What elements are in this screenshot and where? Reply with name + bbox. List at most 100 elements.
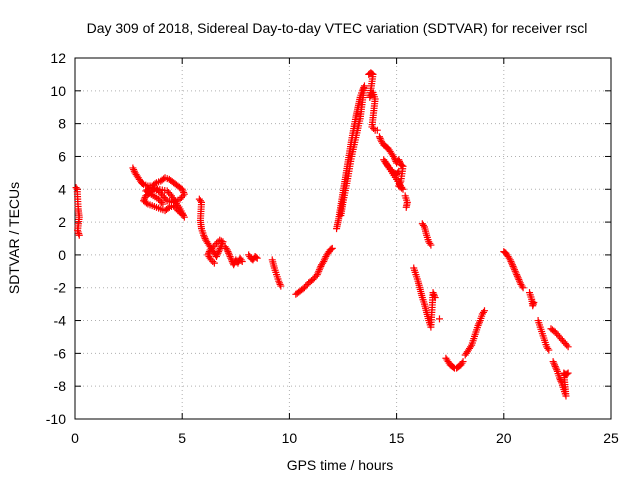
data-point [426, 239, 434, 247]
data-point [214, 249, 222, 257]
y-tick-label: 6 [58, 148, 66, 164]
data-point [159, 200, 167, 208]
data-point [320, 256, 328, 264]
data-point [209, 243, 217, 251]
data-point [206, 246, 214, 254]
data-point [215, 248, 223, 256]
x-axis-label: GPS time / hours [287, 457, 394, 473]
data-point [216, 244, 224, 252]
data-point [429, 289, 437, 297]
data-point [217, 237, 225, 245]
data-point [519, 284, 527, 292]
data-point [165, 189, 173, 197]
grid [75, 58, 611, 419]
data-point [178, 185, 186, 193]
data-point [277, 282, 285, 290]
data-point [226, 253, 234, 261]
data-point [564, 343, 572, 351]
data-point [216, 236, 224, 244]
x-tick-label: 15 [389, 430, 405, 446]
data-point [513, 271, 521, 279]
data-point [509, 262, 517, 270]
data-point [530, 298, 538, 306]
data-point [512, 269, 520, 277]
data-point [395, 156, 403, 164]
data-point [551, 362, 559, 370]
data-point [75, 231, 83, 239]
data-point [180, 189, 188, 197]
data-point [328, 244, 336, 252]
data-point [544, 344, 552, 352]
y-tick-label: 8 [58, 116, 66, 132]
data-point [402, 203, 410, 211]
data-point [476, 318, 484, 326]
data-point [200, 231, 208, 239]
data-point [475, 320, 483, 328]
data-point [390, 154, 398, 162]
data-point [213, 253, 221, 261]
data-point [368, 123, 376, 131]
data-point [551, 361, 559, 369]
data-point [552, 364, 560, 372]
data-point [275, 277, 283, 285]
data-point [395, 167, 403, 175]
data-point [508, 259, 516, 267]
data-point [419, 221, 427, 229]
data-point [430, 292, 438, 300]
data-point [316, 264, 324, 272]
data-point [234, 259, 242, 267]
data-point [196, 197, 204, 205]
data-point [253, 254, 261, 262]
data-point [513, 272, 521, 280]
y-tick-label: 0 [58, 247, 66, 263]
data-point [313, 271, 321, 279]
data-point [213, 239, 221, 247]
data-point [209, 257, 217, 265]
data-point [207, 256, 215, 264]
data-point [224, 248, 232, 256]
data-point [515, 276, 523, 284]
y-tick-label: -4 [54, 313, 67, 329]
x-tick-label: 0 [71, 430, 79, 446]
data-point [320, 257, 328, 265]
data-point [370, 125, 378, 133]
data-point [276, 280, 284, 288]
data-point [142, 199, 150, 207]
axis-ticks: 0 5 10 15 20 25 -10 -8 -6 -4 -2 0 2 4 6 8 10 12 [46, 50, 619, 446]
data-point [481, 307, 489, 315]
y-tick-label: 4 [58, 181, 66, 197]
x-tick-label: 25 [603, 430, 619, 446]
y-tick-label: -6 [54, 345, 67, 361]
data-point [130, 166, 138, 174]
data-point [72, 184, 80, 192]
data-point [373, 126, 381, 134]
data-point [139, 180, 147, 188]
data-point [458, 359, 466, 367]
data-point [431, 294, 439, 302]
data-point [223, 246, 231, 254]
data-point [275, 279, 283, 287]
data-point [129, 164, 137, 172]
data-point [238, 257, 246, 265]
data-point [177, 193, 185, 201]
data-point [215, 246, 223, 254]
data-point [337, 212, 345, 220]
data-point [315, 267, 323, 275]
data-point [164, 204, 172, 212]
data-point [511, 267, 519, 275]
data-point [157, 198, 165, 206]
data-point [563, 370, 571, 378]
data-point [327, 245, 335, 253]
data-point [508, 261, 516, 269]
data-point [225, 249, 233, 257]
data-point [507, 257, 515, 265]
data-point [376, 134, 384, 142]
y-tick-label: 12 [50, 50, 66, 66]
data-series-sdtvar [72, 69, 572, 400]
data-point [550, 359, 558, 367]
data-point [395, 157, 403, 165]
data-point [252, 253, 260, 261]
y-tick-label: -8 [54, 378, 67, 394]
data-point [214, 238, 222, 246]
